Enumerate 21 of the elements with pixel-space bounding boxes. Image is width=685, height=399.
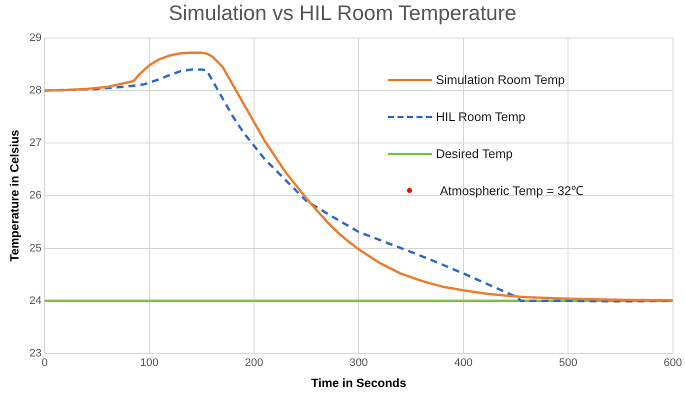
x-axis-title: Time in Seconds xyxy=(311,376,407,390)
chart-title: Simulation vs HIL Room Temperature xyxy=(168,2,518,26)
x-tick-label: 600 xyxy=(664,357,682,370)
y-tick-label: 26 xyxy=(29,190,42,202)
y-tick-label: 28 xyxy=(29,84,42,97)
x-tick-label: 200 xyxy=(244,357,264,370)
legend-label: Desired Temp xyxy=(436,146,513,160)
x-tick-label: 0 xyxy=(42,357,48,370)
y-axis-title: Temperature in Celsius xyxy=(8,129,22,262)
legend-label: Simulation Room Temp xyxy=(436,72,565,86)
y-tick-label: 23 xyxy=(29,347,42,360)
y-tick-label: 24 xyxy=(29,294,42,307)
x-tick-label: 500 xyxy=(558,357,578,370)
annotation: Atmospheric Temp = 32℃ xyxy=(440,183,584,199)
legend-label: HIL Room Temp xyxy=(436,110,526,124)
x-tick-label: 400 xyxy=(454,357,473,370)
y-tick-label: 27 xyxy=(29,137,42,150)
x-tick-label: 300 xyxy=(350,357,368,370)
y-tick-label: 29 xyxy=(29,32,42,44)
x-tick-label: 100 xyxy=(140,357,159,370)
y-tick-label: 25 xyxy=(29,242,42,254)
